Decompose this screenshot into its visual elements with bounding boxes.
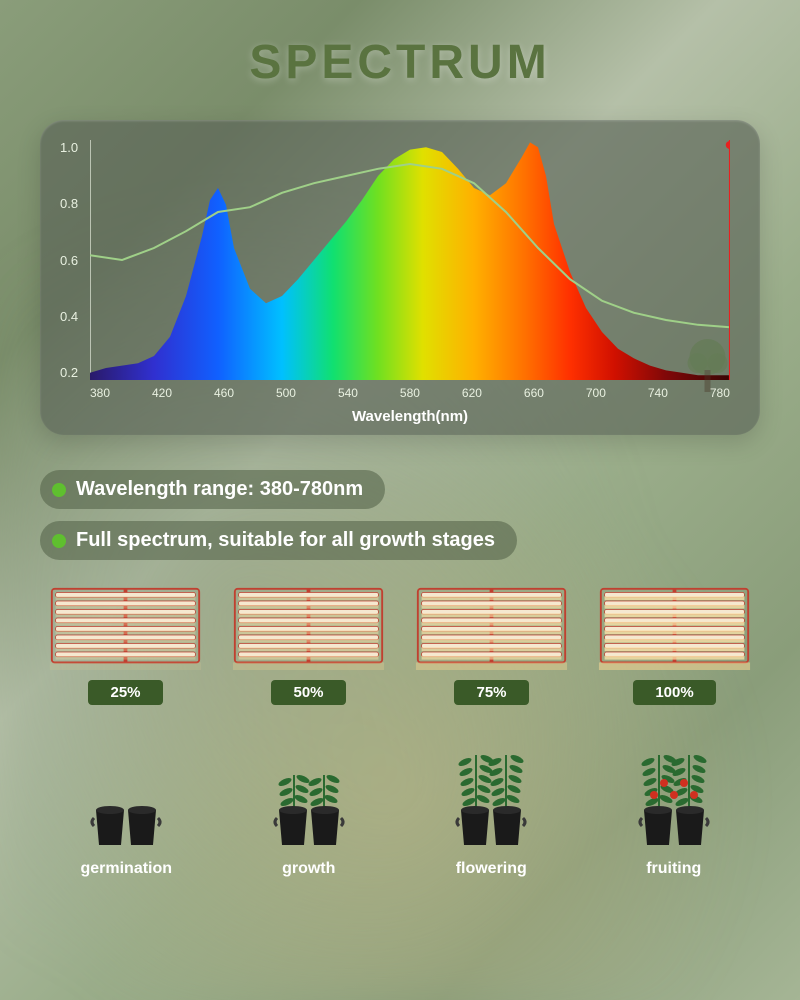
stage-label: germination <box>80 860 172 878</box>
x-tick: 580 <box>400 386 420 400</box>
led-panel-item: 75% <box>406 585 577 705</box>
percentage-badge: 25% <box>88 680 162 705</box>
stage-label: flowering <box>456 860 527 878</box>
led-panel-icon <box>406 585 577 670</box>
x-tick: 620 <box>462 386 482 400</box>
x-tick: 700 <box>586 386 606 400</box>
stage-label: fruiting <box>646 860 701 878</box>
growth-stages-row: germination growth flowering fruiting <box>40 750 760 878</box>
growth-stage-item: growth <box>249 750 369 878</box>
y-tick: 0.4 <box>60 309 78 324</box>
led-panels-row: 25% 50% 75% 100% <box>40 585 760 705</box>
bullet-pill: Full spectrum, suitable for all growth s… <box>40 521 517 560</box>
chart-area: 1.00.80.60.40.2 380420460500540580620660… <box>90 140 730 420</box>
bullet-pill: Wavelength range: 380-780nm <box>40 470 385 509</box>
plant-pot-icon <box>614 750 734 850</box>
led-panel-icon <box>40 585 211 670</box>
tree-icon <box>680 335 735 395</box>
plant-pot-icon <box>249 750 369 850</box>
x-tick: 740 <box>648 386 668 400</box>
growth-stage-item: germination <box>66 750 186 878</box>
y-tick: 0.6 <box>60 253 78 268</box>
y-tick: 1.0 <box>60 140 78 155</box>
led-panel-item: 25% <box>40 585 211 705</box>
page-title: SPECTRUM <box>40 35 760 90</box>
x-axis-label: Wavelength(nm) <box>90 408 730 425</box>
y-axis: 1.0 0.8 0.6 0.4 0.2 <box>60 140 78 380</box>
y-tick: 0.8 <box>60 196 78 211</box>
bullet-text: Wavelength range: 380-780nm <box>76 478 363 501</box>
spectrum-chart <box>90 140 730 380</box>
spectrum-chart-card: 1.0 0.8 0.6 0.4 0.2 380 420 460 500 540 580 620 660… <box>40 120 760 435</box>
bullet-dot-icon <box>52 483 66 497</box>
led-panel-icon <box>589 585 760 670</box>
x-tick: 460 <box>214 386 234 400</box>
bullet-text: Full spectrum, suitable for all growth s… <box>76 529 495 552</box>
x-tick: 540 <box>338 386 358 400</box>
percentage-badge: 100% <box>633 680 715 705</box>
growth-stage-item: flowering <box>431 750 551 878</box>
led-panel-icon <box>223 585 394 670</box>
led-panel-item: 50% <box>223 585 394 705</box>
x-tick: 660 <box>524 386 544 400</box>
x-tick: 380 <box>90 386 110 400</box>
y-tick: 0.2 <box>60 365 78 380</box>
growth-stage-item: fruiting <box>614 750 734 878</box>
led-panel-item: 100% <box>589 585 760 705</box>
plant-pot-icon <box>431 750 551 850</box>
bullet-dot-icon <box>52 534 66 548</box>
stage-label: growth <box>282 860 335 878</box>
x-axis: 380420460500540580620660700740780 <box>90 386 730 400</box>
x-tick: 500 <box>276 386 296 400</box>
bullet-list: Wavelength range: 380-780nm Full spectrum… <box>40 470 760 560</box>
x-tick: 420 <box>152 386 172 400</box>
plant-pot-icon <box>66 750 186 850</box>
percentage-badge: 50% <box>271 680 345 705</box>
percentage-badge: 75% <box>454 680 528 705</box>
